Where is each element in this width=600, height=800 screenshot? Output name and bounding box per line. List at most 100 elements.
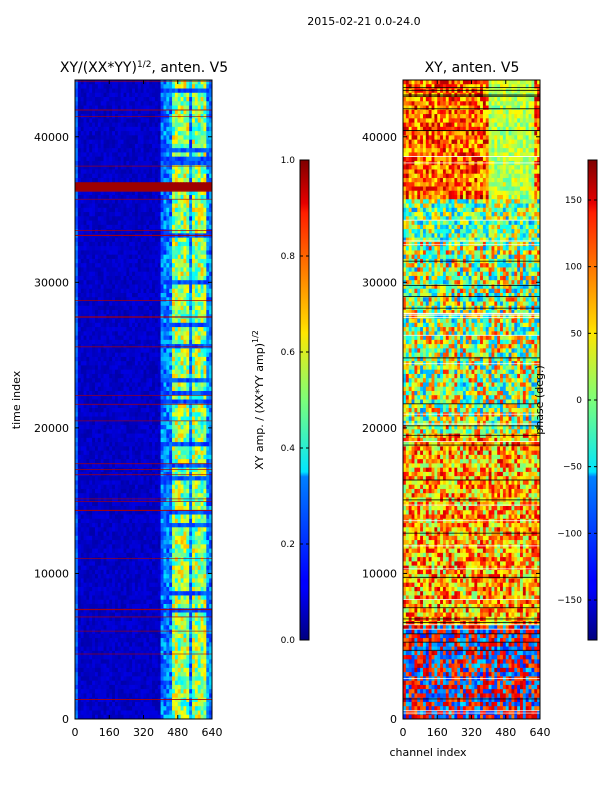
amplitude-cell <box>75 501 79 507</box>
amplitude-cell <box>77 288 82 294</box>
amplitude-cell <box>172 80 176 85</box>
amplitude-cell <box>149 263 153 269</box>
amplitude-cell <box>132 254 136 260</box>
amplitude-cell <box>166 518 170 524</box>
amplitude-cell <box>197 250 202 256</box>
amplitude-cell <box>92 450 96 456</box>
amplitude-cell <box>140 254 145 260</box>
amplitude-cell <box>183 246 187 251</box>
amplitude-cell <box>140 258 145 264</box>
amplitude-cell <box>166 199 170 205</box>
amplitude-cell <box>197 378 202 384</box>
amplitude-cell <box>129 480 133 486</box>
amplitude-cell <box>180 97 185 102</box>
amplitude-cell <box>80 177 85 183</box>
amplitude-cell <box>106 442 110 447</box>
amplitude-cell <box>146 454 150 460</box>
amplitude-cell <box>203 429 207 435</box>
amplitude-cell <box>163 403 167 409</box>
amplitude-cell <box>89 369 93 375</box>
amplitude-cell <box>206 480 210 486</box>
amplitude-cell <box>143 293 147 298</box>
amplitude-cell <box>92 92 96 98</box>
amplitude-cell <box>189 250 193 256</box>
amplitude-cell <box>114 301 119 307</box>
amplitude-cell <box>166 160 170 166</box>
amplitude-cell <box>140 165 145 171</box>
amplitude-cell <box>75 246 79 251</box>
amplitude-cell <box>117 378 122 384</box>
amplitude-cell <box>186 207 190 213</box>
amplitude-cell <box>192 250 196 256</box>
amplitude-cell <box>117 280 122 286</box>
amplitude-cell <box>166 267 170 273</box>
amplitude-cell <box>166 186 170 192</box>
amplitude-cell <box>180 224 185 230</box>
amplitude-cell <box>149 152 153 158</box>
amplitude-cell <box>194 510 199 516</box>
amplitude-cell <box>160 450 165 456</box>
amplitude-cell <box>206 126 210 132</box>
amplitude-cell <box>132 484 136 490</box>
amplitude-cell <box>183 101 187 107</box>
amplitude-cell <box>209 305 212 311</box>
amplitude-cell <box>146 105 150 111</box>
amplitude-cell <box>77 275 82 281</box>
amplitude-cell <box>197 156 202 162</box>
amplitude-cell <box>192 331 196 337</box>
amplitude-cell <box>89 97 93 102</box>
amplitude-cell <box>120 467 125 473</box>
amplitude-cell <box>197 454 202 460</box>
amplitude-cell <box>114 250 119 256</box>
amplitude-cell <box>129 301 133 307</box>
amplitude-cell <box>114 203 119 209</box>
amplitude-cell <box>146 399 150 405</box>
amplitude-cell <box>180 160 185 166</box>
amplitude-cell <box>143 105 147 111</box>
amplitude-cell <box>83 148 88 154</box>
amplitude-cell <box>137 97 142 102</box>
amplitude-cell <box>129 382 133 388</box>
amplitude-cell <box>92 373 96 379</box>
amplitude-cell <box>100 186 105 192</box>
amplitude-cell <box>163 518 167 524</box>
amplitude-cell <box>140 182 145 188</box>
amplitude-cell <box>120 135 125 141</box>
amplitude-cell <box>86 207 90 213</box>
amplitude-cell <box>114 378 119 384</box>
amplitude-cell <box>92 297 96 303</box>
amplitude-cell <box>114 271 119 277</box>
amplitude-cell <box>180 493 185 499</box>
amplitude-cell <box>197 97 202 102</box>
amplitude-cell <box>114 386 119 392</box>
amplitude-cell <box>154 437 159 443</box>
amplitude-cell <box>120 442 125 447</box>
amplitude-cell <box>94 446 99 452</box>
amplitude-cell <box>123 118 127 124</box>
amplitude-cell <box>117 442 122 447</box>
amplitude-cell <box>86 109 90 115</box>
amplitude-cell <box>183 203 187 209</box>
amplitude-cell <box>203 493 207 499</box>
amplitude-cell <box>209 433 212 439</box>
amplitude-cell <box>103 148 107 154</box>
amplitude-cell <box>186 305 190 311</box>
amplitude-cell <box>106 514 110 520</box>
amplitude-cell <box>143 195 147 200</box>
amplitude-cell <box>172 131 176 136</box>
amplitude-cell <box>132 301 136 307</box>
amplitude-cell <box>157 97 162 102</box>
amplitude-cell <box>123 271 127 277</box>
amplitude-cell <box>97 173 102 179</box>
amplitude-cell <box>137 224 142 230</box>
amplitude-cell <box>166 143 170 149</box>
amplitude-cell <box>169 301 173 307</box>
amplitude-cell <box>123 156 127 162</box>
amplitude-cell <box>154 122 159 128</box>
amplitude-cell <box>192 237 196 243</box>
amplitude-cell <box>197 433 202 439</box>
amplitude-cell <box>112 412 116 418</box>
amplitude-cell <box>183 186 187 192</box>
amplitude-cell <box>89 382 93 388</box>
amplitude-cell <box>86 92 90 98</box>
